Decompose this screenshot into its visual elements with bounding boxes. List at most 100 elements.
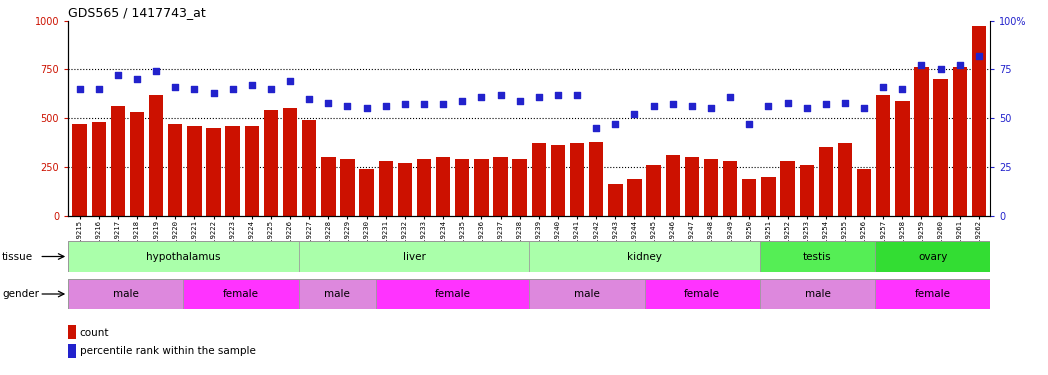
Point	[970, 53, 987, 59]
Text: hypothalamus: hypothalamus	[146, 252, 221, 261]
Point	[90, 86, 107, 92]
Bar	[895, 100, 910, 216]
Point	[167, 84, 183, 90]
Bar	[742, 178, 757, 216]
Bar	[645, 279, 760, 309]
Bar	[512, 159, 527, 216]
Text: female: female	[434, 289, 471, 299]
Text: tissue: tissue	[2, 252, 34, 261]
Bar	[875, 241, 990, 272]
Bar	[111, 106, 125, 216]
Bar	[183, 279, 299, 309]
Bar	[529, 279, 645, 309]
Point	[894, 86, 911, 92]
Point	[741, 121, 758, 127]
Bar	[375, 279, 529, 309]
Point	[320, 99, 336, 105]
Bar	[436, 157, 451, 216]
Point	[549, 92, 566, 98]
Point	[722, 94, 739, 100]
Bar	[529, 241, 760, 272]
Bar	[68, 279, 183, 309]
Point	[148, 68, 165, 74]
Point	[301, 96, 318, 102]
Bar	[781, 161, 794, 216]
Point	[664, 102, 681, 108]
Point	[71, 86, 88, 92]
Text: liver: liver	[402, 252, 425, 261]
Bar	[475, 159, 488, 216]
Bar	[299, 279, 375, 309]
Bar	[417, 159, 431, 216]
Bar	[68, 325, 77, 339]
Text: percentile rank within the sample: percentile rank within the sample	[80, 346, 256, 356]
Point	[933, 66, 949, 72]
Bar	[130, 112, 145, 216]
Bar	[321, 157, 335, 216]
Text: gender: gender	[2, 289, 39, 299]
Text: female: female	[223, 289, 259, 299]
Text: count: count	[80, 328, 109, 338]
Point	[243, 82, 260, 88]
Bar	[551, 146, 565, 216]
Point	[779, 99, 795, 105]
Bar	[68, 344, 77, 358]
Bar	[264, 110, 278, 216]
Point	[340, 104, 356, 110]
Bar	[531, 144, 546, 216]
Bar	[244, 126, 259, 216]
Text: male: male	[113, 289, 138, 299]
Bar	[378, 161, 393, 216]
Bar	[876, 95, 891, 216]
Point	[358, 105, 375, 111]
Bar	[914, 68, 929, 216]
Point	[799, 105, 815, 111]
Bar	[760, 279, 875, 309]
Point	[263, 86, 280, 92]
Bar	[628, 178, 641, 216]
Text: ovary: ovary	[918, 252, 947, 261]
Point	[377, 104, 394, 110]
Point	[530, 94, 547, 100]
Point	[282, 78, 299, 84]
Text: testis: testis	[803, 252, 832, 261]
Bar	[570, 144, 584, 216]
Bar	[837, 144, 852, 216]
Bar	[760, 241, 875, 272]
Text: male: male	[324, 289, 350, 299]
Point	[626, 111, 642, 117]
Bar	[953, 68, 967, 216]
Point	[473, 94, 489, 100]
Point	[875, 84, 892, 90]
Point	[109, 72, 126, 78]
Bar	[283, 108, 298, 216]
Text: male: male	[574, 289, 599, 299]
Bar	[455, 159, 470, 216]
Point	[646, 104, 662, 110]
Point	[511, 98, 528, 104]
Point	[856, 105, 873, 111]
Bar	[761, 177, 776, 216]
Point	[760, 104, 777, 110]
Bar	[857, 169, 871, 216]
Point	[569, 92, 586, 98]
Bar	[494, 157, 507, 216]
Bar	[934, 79, 947, 216]
Point	[493, 92, 509, 98]
Bar	[359, 169, 374, 216]
Bar	[225, 126, 240, 216]
Point	[588, 125, 605, 131]
Point	[454, 98, 471, 104]
Text: kidney: kidney	[627, 252, 662, 261]
Text: GDS565 / 1417743_at: GDS565 / 1417743_at	[68, 6, 205, 20]
Text: male: male	[805, 289, 830, 299]
Text: female: female	[684, 289, 720, 299]
Text: female: female	[915, 289, 951, 299]
Bar	[608, 184, 623, 216]
Point	[205, 90, 222, 96]
Point	[702, 105, 719, 111]
Bar	[704, 159, 718, 216]
Point	[224, 86, 241, 92]
Bar	[647, 165, 661, 216]
Bar	[302, 120, 316, 216]
